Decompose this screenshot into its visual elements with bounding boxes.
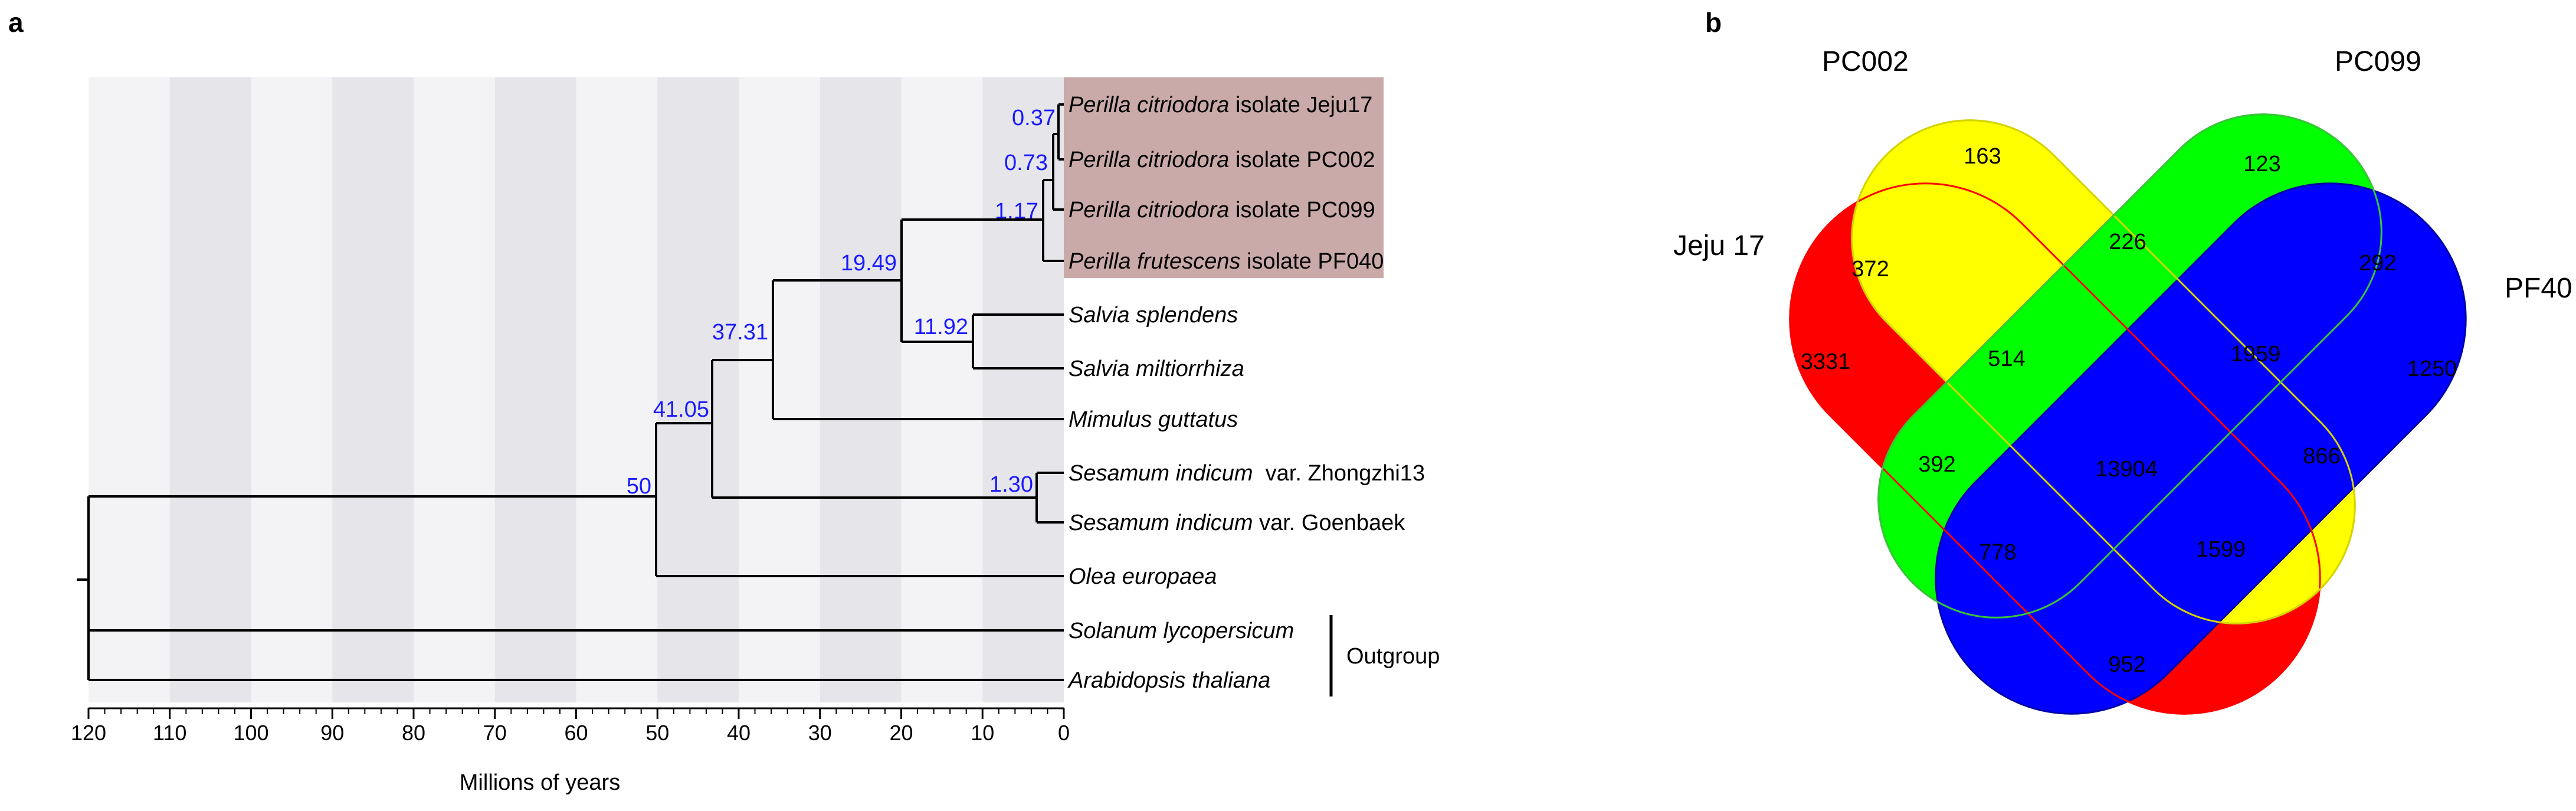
set-pc099-outline <box>1877 113 2382 619</box>
region-count: 292 <box>2359 251 2396 276</box>
time-band <box>332 77 414 702</box>
tip-label-salvia-splendens: Salvia splendens <box>1069 303 1238 328</box>
tick-label: 70 <box>483 721 507 745</box>
perilla-highlight-box <box>1064 77 1384 278</box>
region-count: 163 <box>1964 144 2001 169</box>
set-title-jeju17: Jeju 17 <box>1673 230 1765 261</box>
tip-label-pc002: Perilla citriodora isolate PC002 <box>1069 148 1375 172</box>
region-count: 3331 <box>1801 349 1851 374</box>
region-count: 13904 <box>2095 457 2158 482</box>
tick-label: 40 <box>727 721 750 745</box>
tick-label: 90 <box>320 721 344 745</box>
time-band <box>169 77 251 702</box>
node-age: 50 <box>627 474 651 499</box>
set-pf40 <box>1935 182 2467 715</box>
tick-label: 100 <box>233 721 268 745</box>
region-count: 778 <box>1979 540 2016 565</box>
node-age: 0.37 <box>1012 106 1056 130</box>
node-age: 37.31 <box>712 320 768 345</box>
region-count: 1599 <box>2196 537 2246 562</box>
time-band <box>576 77 658 702</box>
time-bands <box>89 77 1064 702</box>
tip-label-zhongzhi13: Sesamum indicum var. Zhongzhi13 <box>1069 461 1425 486</box>
time-band <box>414 77 495 702</box>
tick-label: 50 <box>645 721 669 745</box>
venn-diagram <box>1789 113 2467 715</box>
tip-label-jeju17: Perilla citriodora isolate Jeju17 <box>1069 93 1372 117</box>
node-age: 41.05 <box>653 397 709 422</box>
tick-label: 0 <box>1058 721 1070 745</box>
tick-label: 110 <box>153 721 186 745</box>
time-band <box>89 77 170 702</box>
tick-label: 80 <box>402 721 425 745</box>
time-axis: 120 110 100 90 80 70 60 50 40 30 20 10 0 <box>71 707 1070 745</box>
tick-label: 120 <box>71 721 106 745</box>
node-age: 19.49 <box>841 251 897 276</box>
region-count: 392 <box>1918 452 1955 477</box>
set-jeju17-outline <box>1789 182 2321 715</box>
time-band <box>657 77 739 702</box>
tip-label-mimulus: Mimulus guttatus <box>1069 407 1238 432</box>
tip-label-pf040: Perilla frutescens isolate PF040 <box>1069 249 1384 274</box>
time-band <box>251 77 333 702</box>
panel-b-label: b <box>1705 7 1722 38</box>
node-age: 11.92 <box>914 315 968 339</box>
tip-label-solanum: Solanum lycopersicum <box>1069 619 1294 643</box>
region-count: 372 <box>1851 257 1889 282</box>
region-count: 123 <box>2243 152 2280 176</box>
tick-label: 60 <box>564 721 588 745</box>
time-band <box>982 77 1064 702</box>
node-age: 1.30 <box>989 472 1033 497</box>
tip-label-arabidopsis: Arabidopsis thaliana <box>1067 668 1270 693</box>
tip-label-pc099: Perilla citriodora isolate PC099 <box>1069 198 1375 223</box>
node-age: 0.73 <box>1004 151 1048 175</box>
node-age: 1.17 <box>995 199 1038 224</box>
region-count: 866 <box>2303 444 2340 469</box>
time-band <box>820 77 902 702</box>
region-count: 1959 <box>2231 342 2281 367</box>
phylogenetic-tree <box>77 103 1064 681</box>
tick-label: 30 <box>808 721 832 745</box>
outgroup-label: Outgroup <box>1346 644 1440 669</box>
time-band <box>494 77 576 702</box>
set-title-pf40: PF40 <box>2505 273 2572 304</box>
tip-label-goenbaek: Sesamum indicum var. Goenbaek <box>1069 511 1405 535</box>
set-title-pc099: PC099 <box>2335 46 2421 77</box>
region-count: 226 <box>2109 230 2146 254</box>
panel-a-label: a <box>8 7 24 38</box>
time-band <box>901 77 983 702</box>
region-count: 952 <box>2108 652 2145 677</box>
region-count: 1250 <box>2407 357 2457 381</box>
region-count: 514 <box>1988 346 2025 371</box>
tick-label: 10 <box>971 721 994 745</box>
tip-label-salvia-miltiorrhiza: Salvia miltiorrhiza <box>1069 357 1244 381</box>
time-band <box>739 77 820 702</box>
tick-label: 20 <box>889 721 913 745</box>
tip-label-olea: Olea europaea <box>1069 564 1217 589</box>
set-title-pc002: PC002 <box>1822 46 1909 77</box>
set-pc002-outline <box>1851 119 2356 624</box>
axis-title: Millions of years <box>460 770 620 795</box>
